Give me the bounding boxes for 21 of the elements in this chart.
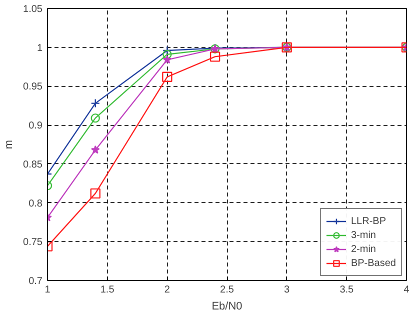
y-tick-label: 0.75 xyxy=(23,237,43,248)
x-tick-label: 1 xyxy=(44,284,51,296)
x-tick-label: 2.5 xyxy=(220,284,234,296)
y-tick-label: 0.9 xyxy=(28,120,43,132)
x-tick-label: 1.5 xyxy=(100,284,115,296)
x-tick-label: 3.5 xyxy=(340,284,354,296)
legend-label: 2-min xyxy=(350,242,376,256)
y-tick-label: 0.7 xyxy=(28,276,43,287)
y-tick-label: 0.85 xyxy=(23,159,43,170)
x-tick-label: 2 xyxy=(164,284,170,296)
y-tick-label: 0.95 xyxy=(23,82,43,93)
y-tick-label: 1.05 xyxy=(23,4,43,15)
y-tick-label: 0.8 xyxy=(28,198,43,210)
x-axis-title: Eb/N0 xyxy=(212,300,242,312)
legend-label: LLR-BP xyxy=(350,214,386,228)
x-tick-label: 3 xyxy=(284,284,290,296)
x-tick-label: 4 xyxy=(404,284,410,296)
legend-label: 3-min xyxy=(350,228,376,242)
y-tick-label: 1 xyxy=(36,42,43,54)
legend-label: BP-Based xyxy=(350,256,396,270)
y-axis-title: m xyxy=(3,140,16,150)
